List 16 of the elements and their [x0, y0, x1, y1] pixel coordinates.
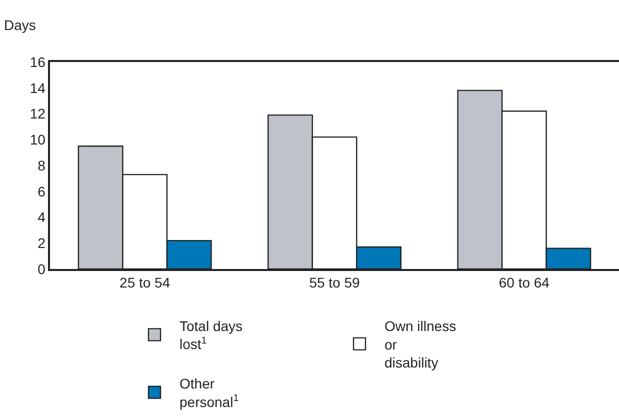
- y-tick-label: 16: [30, 54, 46, 70]
- legend-label: Own illness or disability: [384, 318, 456, 370]
- y-tick-label: 8: [38, 157, 46, 174]
- y-tick-label: 6: [38, 183, 46, 200]
- legend-label: Total days lost$^{1}$: [180, 318, 243, 352]
- y-tick-label: 2: [38, 235, 46, 252]
- y-tick-label: 12: [30, 106, 46, 122]
- legend-label: Other personal$^{1}$: [180, 376, 239, 410]
- y-tick-label: 4: [38, 209, 46, 226]
- y-tick-label: 10: [30, 132, 46, 148]
- x-tick-label: 60 to 64: [498, 274, 550, 291]
- x-tick-label: 55 to 59: [309, 274, 360, 291]
- y-axis-title: Days: [4, 17, 36, 33]
- y-tick-label: 0: [38, 260, 46, 277]
- x-tick-label: 25 to 54: [120, 274, 170, 291]
- y-tick-label: 14: [30, 80, 46, 96]
